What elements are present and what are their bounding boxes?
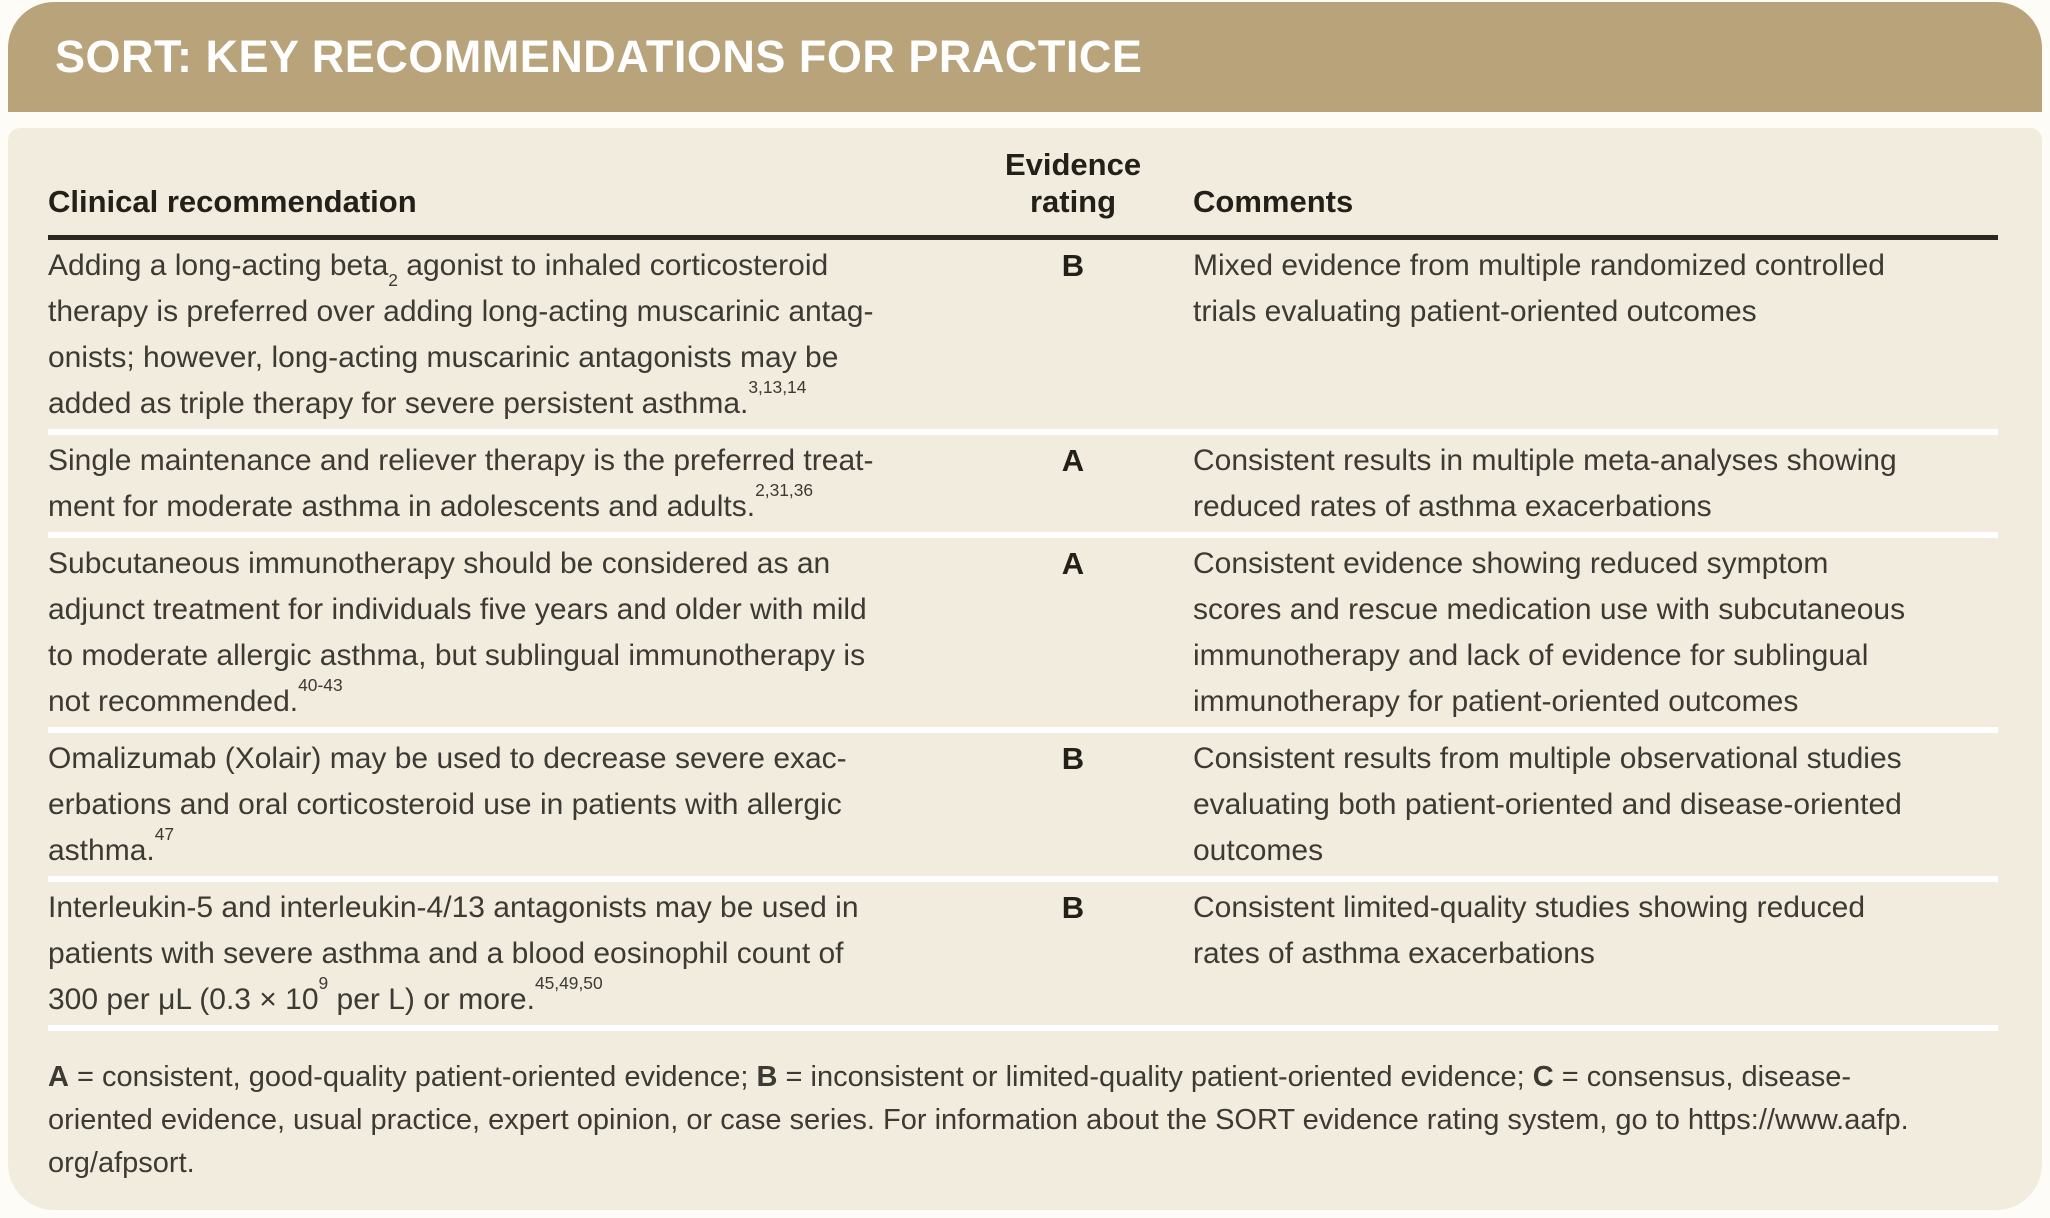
text-line: not recommended.40-43 xyxy=(48,675,343,718)
text-line: ment for moderate asthma in adolescents … xyxy=(48,480,814,523)
cell-clinical-recommendation: Subcutaneous immunotherapy should be con… xyxy=(48,541,953,725)
text-line: asthma.47 xyxy=(48,824,175,867)
text-line: rates of asthma exacerbations xyxy=(1193,937,1595,970)
text-line: onists; however, long-acting muscarinic … xyxy=(48,341,839,374)
table-row: Subcutaneous immunotherapy should be con… xyxy=(48,538,1998,733)
cell-comments: Consistent results in multiple meta-anal… xyxy=(1193,438,1998,530)
text-line: therapy is preferred over adding long-ac… xyxy=(48,295,874,328)
text-line: Adding a long-acting beta2 agonist to in… xyxy=(48,249,829,290)
text-line: outcomes xyxy=(1193,834,1324,867)
cell-evidence-rating: A xyxy=(1061,546,1085,581)
text-line: Consistent results from multiple observa… xyxy=(1193,742,1902,775)
footnote-text: A = consistent, good-quality patient-ori… xyxy=(48,1056,1998,1185)
text-line: evaluating both patient-oriented and dis… xyxy=(1193,788,1902,821)
cell-comments: Mixed evidence from multiple randomized … xyxy=(1193,243,1998,427)
text-line: Omalizumab (Xolair) may be used to decre… xyxy=(48,742,847,775)
title-bar: SORT: KEY RECOMMENDATIONS FOR PRACTICE xyxy=(8,2,2042,112)
evidence-rating-header-line1: Evidence xyxy=(1004,147,1142,182)
text-line: A = consistent, good-quality patient-ori… xyxy=(48,1061,1852,1093)
footnote: A = consistent, good-quality patient-ori… xyxy=(48,1031,1998,1185)
text-line: adjunct treatment for individuals five y… xyxy=(48,593,867,626)
text-line: immunotherapy for patient-oriented outco… xyxy=(1193,685,1799,718)
text-line: Interleukin-5 and interleukin-4/13 antag… xyxy=(48,891,859,924)
cell-clinical-recommendation: Adding a long-acting beta2 agonist to in… xyxy=(48,243,953,427)
cell-clinical-recommendation: Interleukin-5 and interleukin-4/13 antag… xyxy=(48,885,953,1023)
text-line: Consistent limited-quality studies showi… xyxy=(1193,891,1866,924)
text-line: scores and rescue medication use with su… xyxy=(1193,593,1906,626)
column-header-clinical-recommendation: Clinical recommendation xyxy=(48,128,953,240)
table-panel: Clinical recommendation Evidence rating … xyxy=(8,128,2042,1210)
evidence-rating-header-line2: rating xyxy=(1029,184,1117,219)
text-line: Consistent results in multiple meta-anal… xyxy=(1193,444,1897,477)
text-line: erbations and oral corticosteroid use in… xyxy=(48,788,842,821)
text-line: Single maintenance and reliever therapy … xyxy=(48,444,874,477)
table-row: Interleukin-5 and interleukin-4/13 antag… xyxy=(48,882,1998,1031)
cell-comments: Consistent limited-quality studies showi… xyxy=(1193,885,1998,1023)
cell-evidence-rating: B xyxy=(1061,741,1085,776)
table-body: Adding a long-acting beta2 agonist to in… xyxy=(48,240,1998,1031)
cell-evidence-rating: B xyxy=(1061,248,1085,283)
table-header-row: Clinical recommendation Evidence rating … xyxy=(48,128,1998,240)
text-line: immunotherapy and lack of evidence for s… xyxy=(1193,639,1869,672)
cell-comments: Consistent results from multiple observa… xyxy=(1193,736,1998,874)
text-line: Subcutaneous immunotherapy should be con… xyxy=(48,547,831,580)
table-row: Omalizumab (Xolair) may be used to decre… xyxy=(48,733,1998,882)
text-line: to moderate allergic asthma, but subling… xyxy=(48,639,866,672)
text-line: trials evaluating patient-oriented outco… xyxy=(1193,295,1757,328)
table-row: Single maintenance and reliever therapy … xyxy=(48,435,1998,538)
text-line: Mixed evidence from multiple randomized … xyxy=(1193,249,1885,282)
text-line: org/afpsort. xyxy=(48,1147,195,1179)
text-line: Consistent evidence showing reduced symp… xyxy=(1193,547,1829,580)
text-line: added as triple therapy for severe persi… xyxy=(48,377,807,420)
cell-evidence-rating: A xyxy=(1061,443,1085,478)
text-line: patients with severe asthma and a blood … xyxy=(48,937,844,970)
column-header-comments: Comments xyxy=(1193,128,1998,240)
figure-title: SORT: KEY RECOMMENDATIONS FOR PRACTICE xyxy=(55,31,1143,82)
text-line: oriented evidence, usual practice, exper… xyxy=(48,1104,1909,1136)
column-header-evidence-rating: Evidence rating xyxy=(953,128,1193,240)
cell-evidence-rating: B xyxy=(1061,890,1085,925)
cell-comments: Consistent evidence showing reduced symp… xyxy=(1193,541,1998,725)
text-line: 300 per μL (0.3 × 109 per L) or more.45,… xyxy=(48,973,603,1016)
text-line: reduced rates of asthma exacerbations xyxy=(1193,490,1712,523)
table-row: Adding a long-acting beta2 agonist to in… xyxy=(48,240,1998,435)
cell-clinical-recommendation: Single maintenance and reliever therapy … xyxy=(48,438,953,530)
cell-clinical-recommendation: Omalizumab (Xolair) may be used to decre… xyxy=(48,736,953,874)
